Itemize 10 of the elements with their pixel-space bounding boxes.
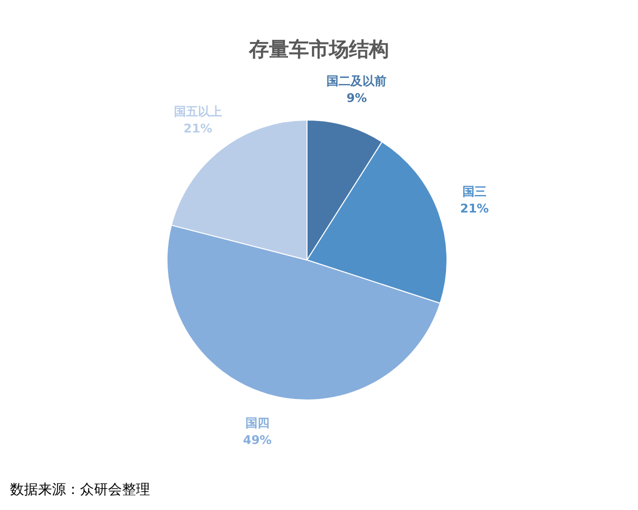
slice-label: 国四: [245, 416, 270, 430]
data-label: 21%: [184, 121, 212, 136]
data-label: 49%: [242, 432, 272, 447]
slice-label: 国二及以前: [326, 74, 387, 88]
source-note: 数据来源：众研会整理: [10, 482, 150, 498]
slice-label: 国三: [462, 184, 486, 199]
chart-title: 存量车市场结构: [248, 37, 389, 61]
data-label: 21%: [460, 202, 489, 216]
data-label: 9%: [346, 91, 367, 106]
slice-label: 国五以上: [174, 104, 222, 118]
